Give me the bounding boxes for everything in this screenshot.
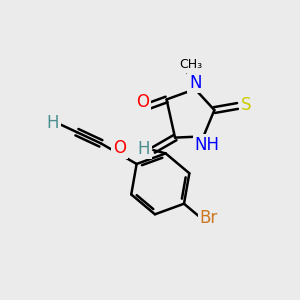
Text: CH₃: CH₃	[179, 58, 203, 71]
Text: S: S	[241, 96, 251, 114]
Text: H: H	[138, 140, 150, 158]
Text: NH: NH	[194, 136, 220, 154]
Text: O: O	[113, 139, 126, 157]
Text: O: O	[136, 93, 149, 111]
Text: Br: Br	[200, 208, 218, 226]
Text: H: H	[46, 114, 59, 132]
Text: N: N	[189, 74, 201, 92]
